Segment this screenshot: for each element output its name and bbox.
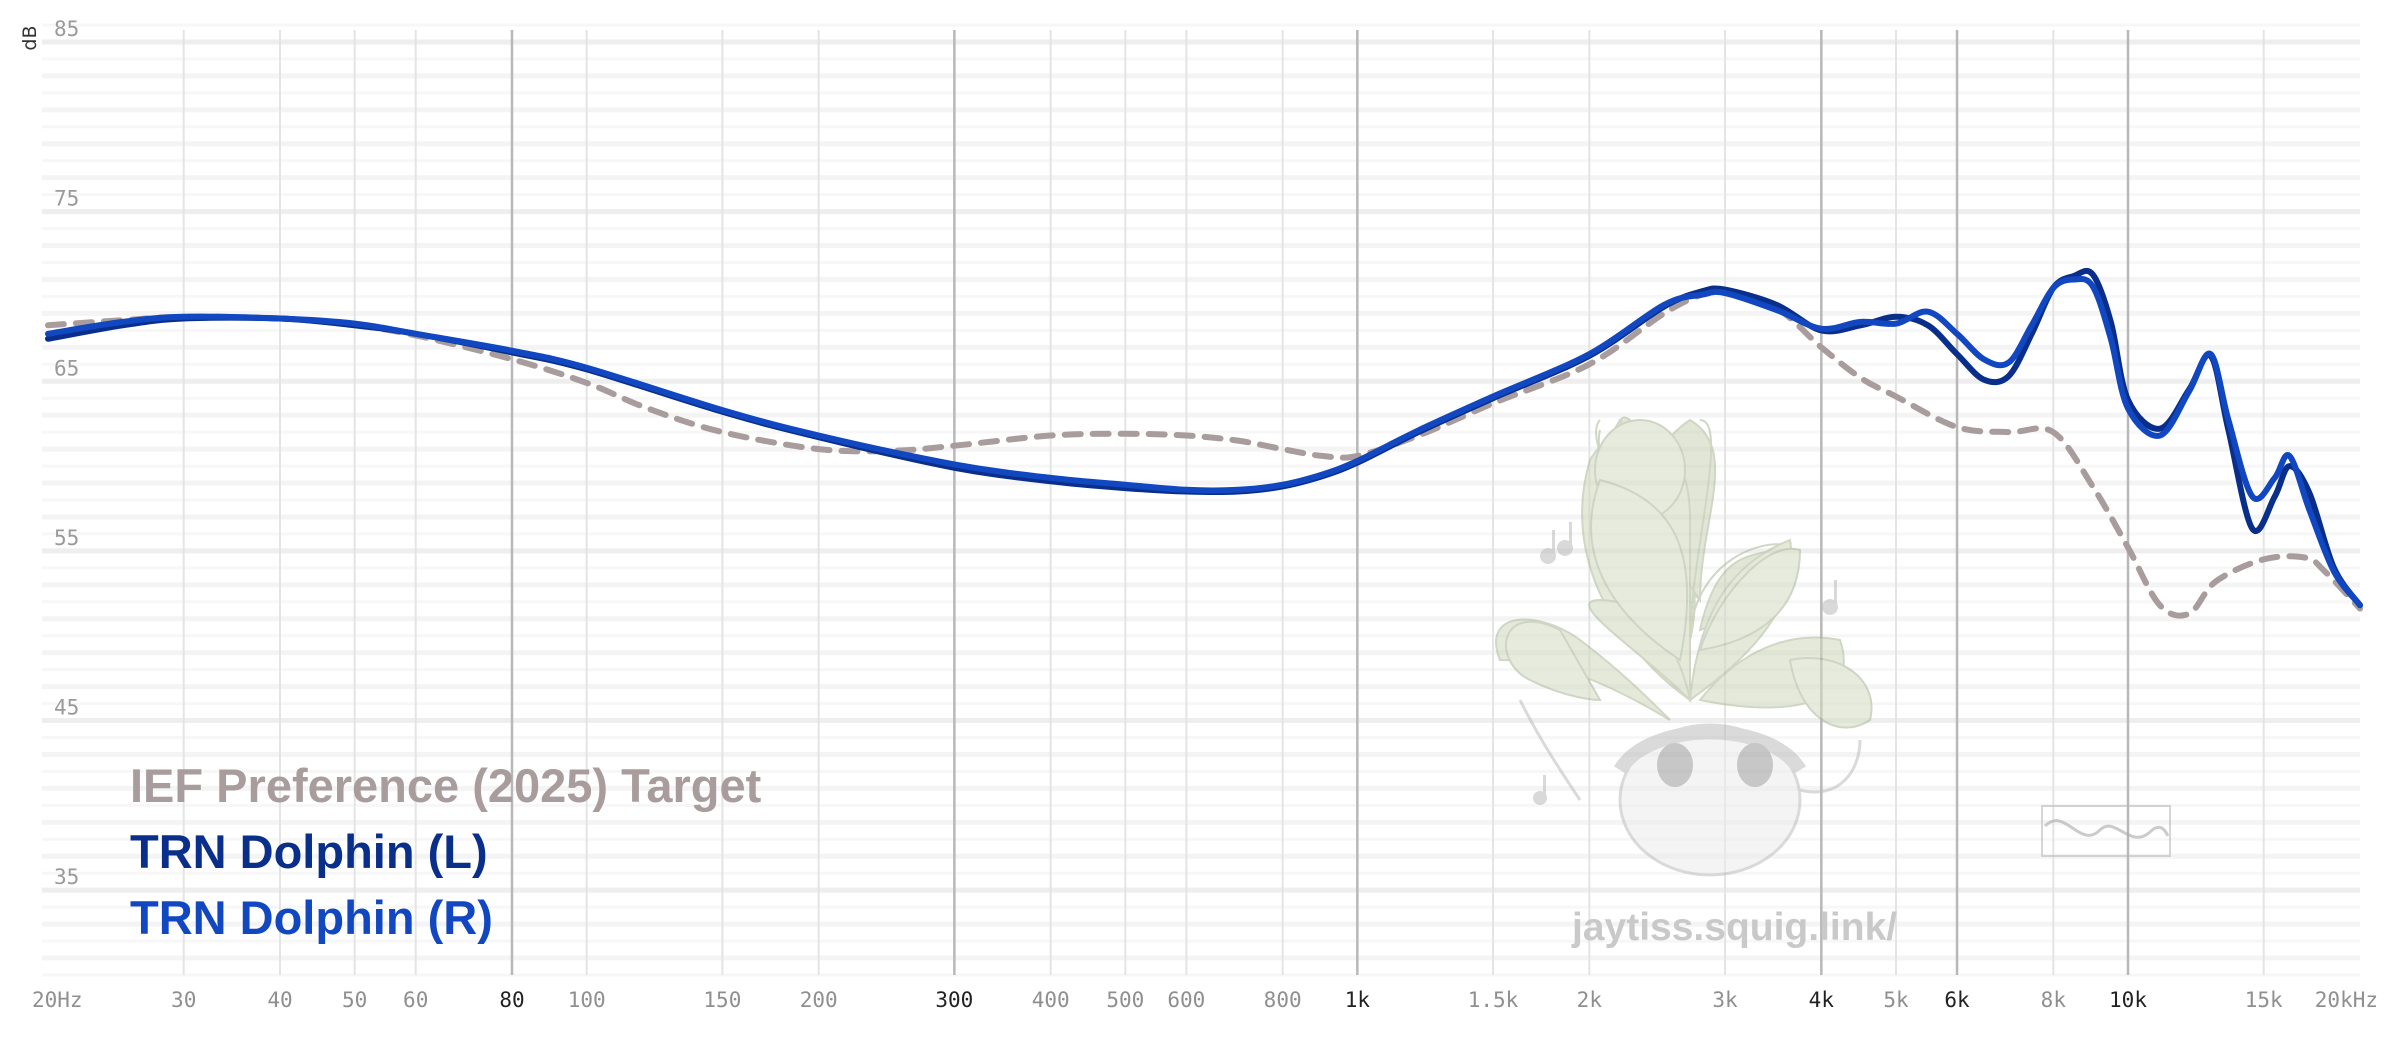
y-tick-label: 45 <box>54 696 79 720</box>
x-tick-label: 300 <box>935 988 973 1012</box>
x-tick-label: 5k <box>1883 988 1909 1012</box>
x-tick-label: 20Hz <box>32 988 83 1012</box>
y-tick-label: 85 <box>54 17 79 41</box>
x-tick-label: 1k <box>1345 988 1371 1012</box>
x-tick-label: 60 <box>403 988 428 1012</box>
target-curve <box>45 288 2363 619</box>
x-tick-label: 100 <box>568 988 606 1012</box>
x-tick-label: 600 <box>1167 988 1205 1012</box>
right-channel-curve <box>45 275 2363 609</box>
legend-item-left: TRN Dolphin (L) <box>130 825 488 878</box>
x-tick-label: 15k <box>2245 988 2283 1012</box>
vertical-grid <box>182 30 2265 975</box>
x-tick-label: 500 <box>1106 988 1144 1012</box>
legend-item-right: TRN Dolphin (R) <box>130 891 493 944</box>
series-lines <box>45 267 2363 619</box>
y-tick-label: 55 <box>54 526 79 550</box>
horizontal-grid <box>42 23 2360 977</box>
x-tick-label: 8k <box>2041 988 2067 1012</box>
y-axis-tick-labels: 85 75 65 55 45 35 <box>54 17 79 889</box>
y-tick-label: 75 <box>54 187 79 211</box>
x-tick-label: 400 <box>1032 988 1070 1012</box>
x-tick-label: 4k <box>1809 988 1835 1012</box>
x-tick-label: 200 <box>800 988 838 1012</box>
x-tick-label: 800 <box>1264 988 1302 1012</box>
y-tick-label: 65 <box>54 356 79 380</box>
sprout-mascot-icon <box>1495 416 1873 877</box>
watermark-url: jaytiss.squig.link/ <box>1571 906 1897 949</box>
legend-item-target: IEF Preference (2025) Target <box>130 759 762 812</box>
x-tick-label: 1.5k <box>1468 988 1519 1012</box>
x-tick-label: 150 <box>703 988 741 1012</box>
x-tick-label: 10k <box>2109 988 2147 1012</box>
signature-box-icon <box>2041 805 2171 857</box>
x-tick-label: 3k <box>1712 988 1738 1012</box>
y-tick-label: 35 <box>54 865 79 889</box>
x-tick-label: 20kHz <box>2315 988 2378 1012</box>
x-tick-label: 6k <box>1944 988 1970 1012</box>
x-axis-tick-labels: 20Hz 30 40 50 60 80 100 150 200 300 400 500 600 800 1k… <box>32 988 2378 1012</box>
y-axis-unit: dB <box>19 25 41 50</box>
x-tick-label: 80 <box>499 988 524 1012</box>
x-tick-label: 30 <box>171 988 196 1012</box>
legend: IEF Preference (2025) Target TRN Dolphin… <box>130 759 762 944</box>
x-tick-label: 40 <box>267 988 292 1012</box>
x-tick-label: 50 <box>342 988 367 1012</box>
x-tick-label: 2k <box>1577 988 1603 1012</box>
